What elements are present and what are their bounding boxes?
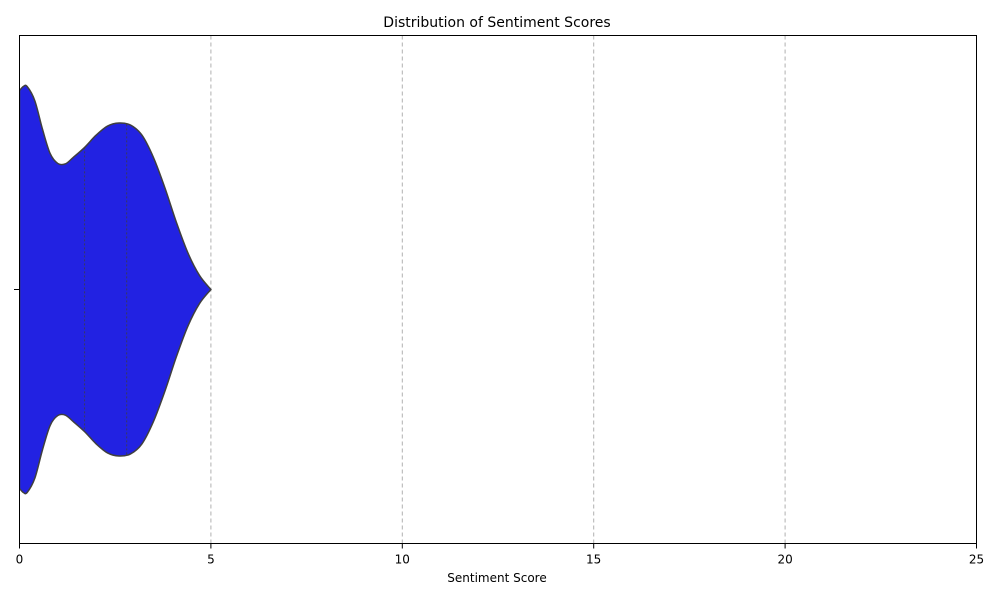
x-tick-label: 5 bbox=[207, 553, 215, 567]
x-tick-label: 0 bbox=[16, 553, 24, 567]
grid-lines bbox=[210, 35, 977, 544]
x-axis-label: Sentiment Score bbox=[447, 571, 546, 585]
chart-title: Distribution of Sentiment Scores bbox=[383, 15, 610, 31]
violin-body bbox=[19, 84, 212, 495]
x-axis-ticks: 0 5 10 15 20 25 bbox=[16, 543, 984, 567]
x-tick-label: 10 bbox=[395, 553, 410, 567]
violin-body-group bbox=[19, 84, 212, 495]
x-tick-label: 25 bbox=[969, 553, 984, 567]
x-tick-label: 15 bbox=[586, 553, 601, 567]
x-tick-label: 20 bbox=[777, 553, 792, 567]
